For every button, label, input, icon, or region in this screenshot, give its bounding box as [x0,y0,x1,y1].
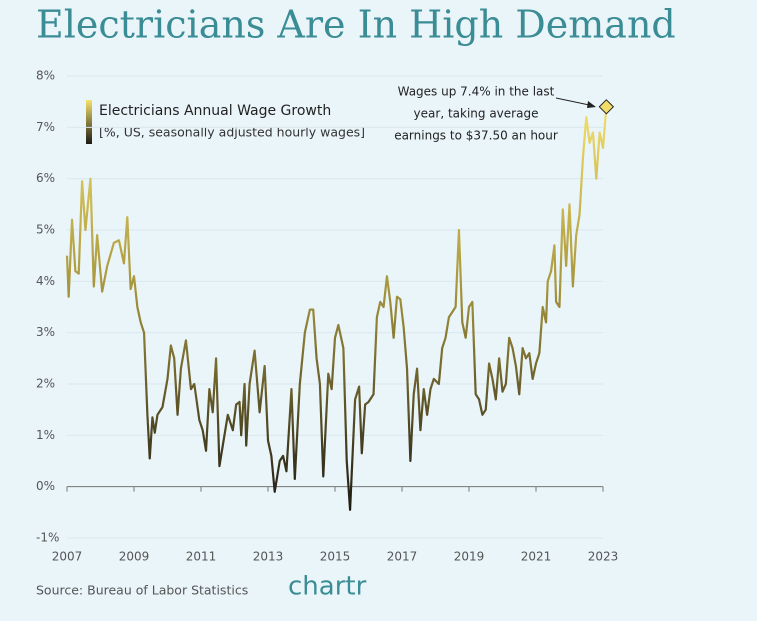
x-tick-label: 2011 [186,550,217,564]
annotation-line: year, taking average [414,107,539,121]
legend-key [86,100,92,144]
legend-label: Electricians Annual Wage Growth [99,103,331,119]
y-tick-label: 0% [36,479,55,493]
x-tick-label: 2013 [253,550,284,564]
source: Source: Bureau of Labor Statistics [36,583,248,598]
y-tick-label: 5% [36,223,55,237]
x-tick-label: 2015 [320,550,351,564]
y-tick-label: 7% [36,120,55,134]
annotation: Wages up 7.4% in the last year, taking a… [394,85,558,143]
x-tick-label: 2019 [454,550,485,564]
end-marker [598,99,615,115]
x-tick-label: 2017 [387,550,418,564]
y-tick-label: 6% [36,171,55,185]
x-tick-label: 2007 [52,550,83,564]
legend-note: [%, US, seasonally adjusted hourly wages… [99,125,365,140]
y-tick-label: 8% [36,69,55,83]
x-tick-label: 2009 [119,550,150,564]
x-tick-label: 2021 [521,550,552,564]
y-tick-label: 3% [36,325,55,339]
annotation-line: earnings to $37.50 an hour [394,129,558,143]
line [65,106,608,511]
y-tick-label: 1% [36,428,55,442]
y-tick-label: 4% [36,274,55,288]
y-tick-label: 2% [36,377,55,391]
annotation-arrowhead [587,101,596,108]
annotation-line: Wages up 7.4% in the last [398,85,555,99]
x-tick-label: 2023 [588,550,619,564]
chart-title: Electricians Are In High Demand [36,3,676,47]
logo: chartr [288,572,367,602]
y-tick-label: -1% [36,531,59,545]
